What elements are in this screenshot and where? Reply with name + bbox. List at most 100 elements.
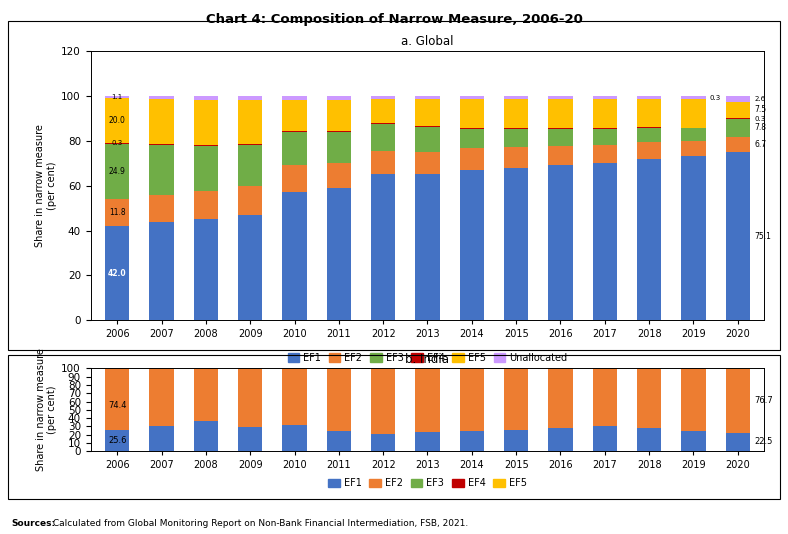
Bar xyxy=(548,96,573,99)
Bar xyxy=(194,191,218,219)
Bar xyxy=(150,99,173,144)
Bar xyxy=(371,124,396,151)
Bar xyxy=(327,96,351,100)
Text: Sources:: Sources: xyxy=(12,519,56,528)
Bar xyxy=(371,151,396,174)
Bar xyxy=(150,368,173,426)
Text: 1.1: 1.1 xyxy=(112,94,123,100)
Bar xyxy=(194,421,218,451)
Bar xyxy=(194,146,218,191)
Legend: EF1, EF2, EF3, EF4, EF5: EF1, EF2, EF3, EF4, EF5 xyxy=(325,474,530,492)
Text: 75.1: 75.1 xyxy=(754,232,771,240)
Bar xyxy=(593,163,617,320)
Bar xyxy=(682,128,705,140)
Title: b. India: b. India xyxy=(406,353,449,366)
Text: 25.6: 25.6 xyxy=(108,436,126,445)
Y-axis label: Share in narrow measure
(per cent): Share in narrow measure (per cent) xyxy=(35,348,57,472)
Bar xyxy=(327,368,351,430)
Bar xyxy=(726,368,750,369)
Legend: EF1, EF2, EF3, EF4, EF5, Unallocated: EF1, EF2, EF3, EF4, EF5, Unallocated xyxy=(284,349,571,367)
Bar xyxy=(327,130,351,131)
Bar xyxy=(150,194,173,222)
Bar xyxy=(105,98,129,143)
Bar xyxy=(282,425,307,451)
Bar xyxy=(238,144,262,145)
Bar xyxy=(637,96,661,99)
Text: Calculated from Global Monitoring Report on Non-Bank Financial Intermediation, F: Calculated from Global Monitoring Report… xyxy=(50,519,468,528)
Bar xyxy=(504,368,528,430)
Bar xyxy=(415,368,440,432)
Text: 7.5: 7.5 xyxy=(754,105,767,114)
Bar xyxy=(637,142,661,159)
Bar xyxy=(371,368,396,434)
Bar xyxy=(682,368,705,431)
Bar xyxy=(593,368,617,426)
Bar xyxy=(415,432,440,451)
Bar xyxy=(371,99,396,123)
Bar xyxy=(105,368,129,430)
Text: 20.0: 20.0 xyxy=(109,116,125,125)
Bar xyxy=(194,219,218,320)
Text: 76.7: 76.7 xyxy=(754,396,773,405)
Y-axis label: Share in narrow measure
(per cent): Share in narrow measure (per cent) xyxy=(35,124,57,247)
Bar xyxy=(593,129,617,145)
Bar xyxy=(637,428,661,451)
Bar xyxy=(371,174,396,320)
Bar xyxy=(282,166,307,192)
Bar xyxy=(459,170,484,320)
Bar xyxy=(105,143,129,144)
Text: 0.3: 0.3 xyxy=(112,140,123,146)
Text: 22.5: 22.5 xyxy=(754,437,773,446)
Text: 0.3: 0.3 xyxy=(754,116,766,122)
Bar xyxy=(682,99,705,128)
Bar xyxy=(459,129,484,148)
Bar xyxy=(682,431,705,451)
Bar xyxy=(726,119,750,137)
Text: 24.9: 24.9 xyxy=(109,167,125,176)
Bar xyxy=(637,159,661,320)
Bar xyxy=(726,96,750,101)
Bar xyxy=(150,145,173,194)
Bar xyxy=(282,130,307,131)
Bar xyxy=(548,368,573,428)
Bar xyxy=(593,145,617,163)
Bar xyxy=(105,430,129,451)
Bar xyxy=(150,144,173,145)
Bar xyxy=(504,99,528,128)
Bar xyxy=(238,145,262,185)
Bar xyxy=(238,185,262,215)
Bar xyxy=(682,140,705,156)
Bar xyxy=(150,222,173,320)
Bar xyxy=(548,129,573,146)
Bar xyxy=(327,430,351,451)
Bar xyxy=(548,166,573,320)
Bar xyxy=(593,99,617,128)
Bar xyxy=(504,129,528,147)
Bar xyxy=(504,430,528,451)
Text: 0.3: 0.3 xyxy=(709,95,720,100)
Text: 7.8: 7.8 xyxy=(754,123,767,132)
Text: 42.0: 42.0 xyxy=(108,269,127,278)
Bar xyxy=(105,144,129,200)
Bar xyxy=(548,428,573,451)
Bar xyxy=(238,100,262,144)
Bar xyxy=(238,427,262,451)
Bar xyxy=(238,96,262,100)
Bar xyxy=(371,434,396,451)
Bar xyxy=(593,128,617,129)
Bar xyxy=(194,96,218,100)
Bar xyxy=(415,152,440,174)
Bar xyxy=(682,96,705,99)
Bar xyxy=(504,168,528,320)
Text: 74.4: 74.4 xyxy=(108,402,126,410)
Bar xyxy=(459,96,484,99)
Bar xyxy=(504,147,528,168)
Bar xyxy=(415,126,440,127)
Bar xyxy=(194,368,218,421)
Bar xyxy=(548,128,573,129)
Bar xyxy=(282,96,307,100)
Bar xyxy=(238,368,262,427)
Bar xyxy=(282,368,307,425)
Bar xyxy=(105,226,129,320)
Bar xyxy=(150,426,173,451)
